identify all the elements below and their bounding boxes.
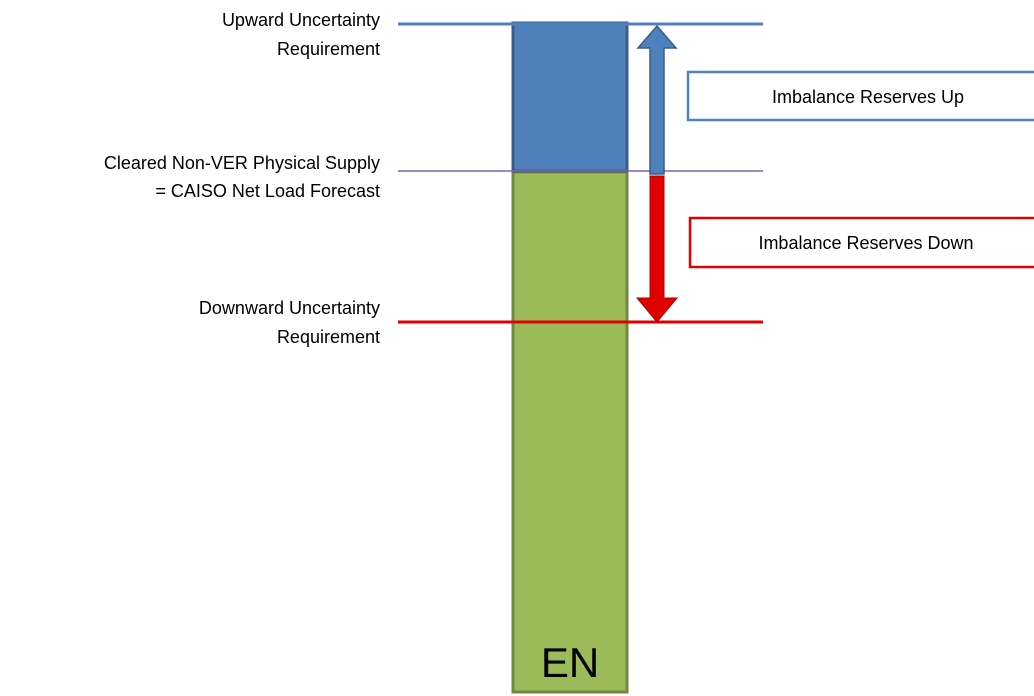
level-label: Requirement	[277, 39, 380, 59]
energy-bar	[511, 170, 629, 694]
upward-reserve-block	[511, 21, 629, 173]
up-arrow	[636, 24, 678, 175]
level-label: Requirement	[277, 327, 380, 347]
down-arrow	[635, 175, 679, 323]
bar-label: EN	[541, 639, 599, 686]
level-label: Cleared Non-VER Physical Supply	[104, 153, 380, 173]
level-label: Upward Uncertainty	[222, 10, 380, 30]
reserves-up-box	[686, 70, 1034, 122]
reserves-up-label: Imbalance Reserves Up	[772, 87, 964, 107]
reserves-down-box	[688, 216, 1034, 269]
level-label: Downward Uncertainty	[199, 298, 380, 318]
level-label: = CAISO Net Load Forecast	[155, 181, 380, 201]
reserves-down-label: Imbalance Reserves Down	[758, 233, 973, 253]
